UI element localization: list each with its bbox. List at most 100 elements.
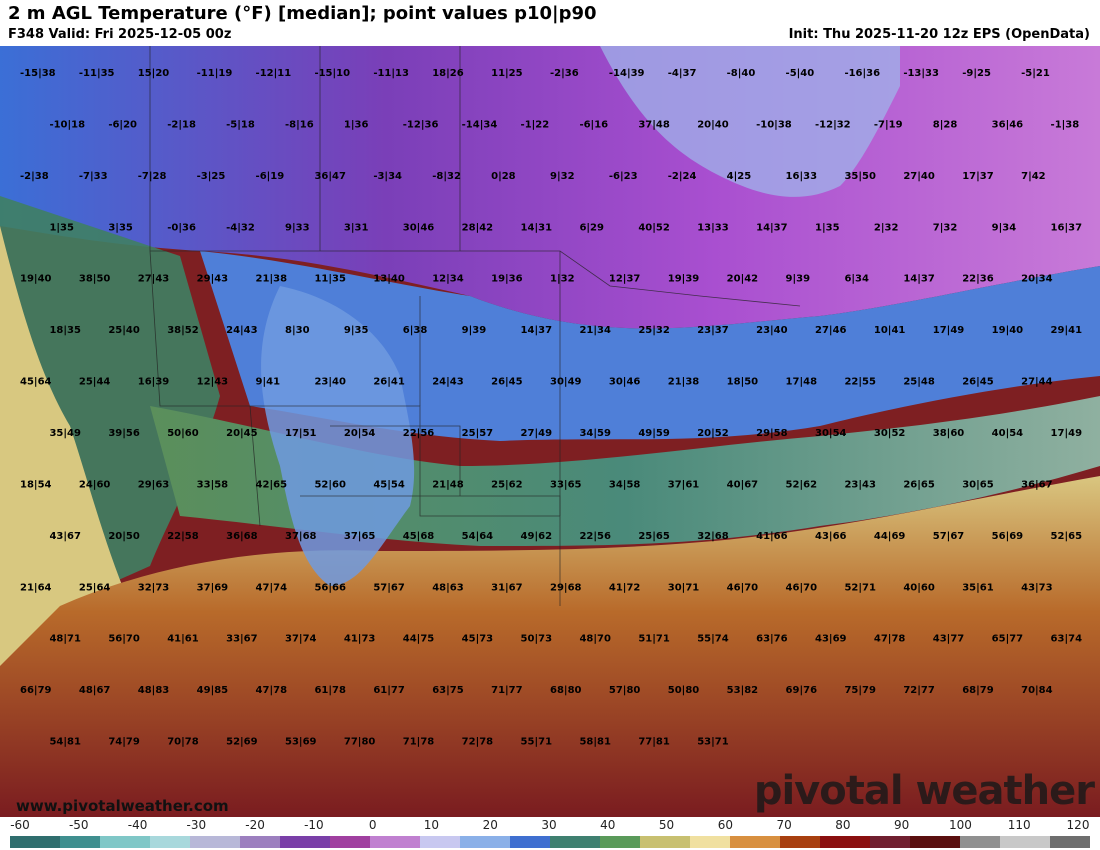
colorbar-tick-label: 100 — [948, 818, 972, 832]
point-value-label: -3|34 — [373, 171, 402, 182]
colorbar-swatch — [690, 836, 701, 848]
point-value-label: 38|50 — [79, 274, 111, 285]
point-value-label: 54|64 — [462, 531, 494, 542]
colorbar-swatch — [780, 836, 791, 848]
colorbar-swatch — [320, 836, 331, 848]
point-value-label: 20|42 — [727, 274, 759, 285]
point-value-label: 43|66 — [815, 531, 847, 542]
point-value-label: 0|28 — [491, 171, 516, 182]
point-value-label: 30|46 — [609, 377, 641, 388]
point-value-label: 17|49 — [1051, 428, 1083, 439]
colorbar-swatch — [520, 836, 531, 848]
point-value-label: 16|37 — [1051, 222, 1083, 233]
point-value-label: 1|32 — [550, 274, 575, 285]
hudson-bay-region — [600, 46, 900, 197]
point-value-label: -2|36 — [550, 68, 579, 79]
political-boundaries — [149, 46, 801, 606]
point-value-label: 14|37 — [756, 222, 788, 233]
point-value-label: 48|83 — [138, 685, 170, 696]
colorbar-tick-label: -10 — [304, 818, 324, 832]
point-value-label: -11|35 — [79, 68, 115, 79]
colorbar-swatch — [400, 836, 411, 848]
point-value-label: 42|65 — [256, 479, 288, 490]
point-value-label: 3|35 — [108, 222, 133, 233]
colorbar-swatch — [90, 836, 101, 848]
point-value-label: 38|60 — [933, 428, 965, 439]
point-value-label: 21|34 — [579, 325, 611, 336]
point-value-label: 1|36 — [344, 119, 369, 130]
colorbar-swatch — [390, 836, 401, 848]
point-value-label: 17|37 — [962, 171, 994, 182]
point-value-label: 22|56 — [579, 531, 611, 542]
point-value-label: 7|32 — [933, 222, 958, 233]
point-value-label: 2|32 — [874, 222, 899, 233]
point-value-label: 55|71 — [521, 737, 553, 748]
colorbar-swatch — [820, 836, 831, 848]
colorbar-swatch — [460, 836, 471, 848]
point-value-label: 63|74 — [1051, 634, 1083, 645]
point-value-label: -2|18 — [167, 119, 196, 130]
point-value-label: 52|65 — [1051, 531, 1083, 542]
colorbar-swatch — [770, 836, 781, 848]
point-value-label: 21|48 — [432, 479, 464, 490]
colorbar-tick-label: -50 — [68, 818, 89, 832]
colorbar-tick-label: 10 — [423, 818, 440, 832]
point-value-label: 25|57 — [462, 428, 494, 439]
point-value-label: 4|25 — [727, 171, 752, 182]
point-value-label: 29|58 — [756, 428, 788, 439]
colorbar-swatch — [160, 836, 171, 848]
point-value-label: 61|78 — [314, 685, 346, 696]
point-value-label: 35|50 — [844, 171, 876, 182]
point-value-label: -11|19 — [197, 68, 233, 79]
colorbar-swatch — [340, 836, 351, 848]
point-value-label: 34|58 — [609, 479, 641, 490]
colorbar-swatch — [930, 836, 941, 848]
colorbar-swatch — [1060, 836, 1071, 848]
point-value-label: 28|42 — [462, 222, 494, 233]
point-value-label: 25|64 — [79, 582, 111, 593]
point-value-label: -5|40 — [786, 68, 815, 79]
point-value-label: 9|39 — [786, 274, 811, 285]
point-value-label: 7|42 — [1021, 171, 1046, 182]
colorbar-swatch — [840, 836, 851, 848]
point-value-label: 40|54 — [992, 428, 1024, 439]
colorbar-swatch — [220, 836, 231, 848]
point-value-label: 37|65 — [344, 531, 376, 542]
point-value-label: 20|50 — [108, 531, 140, 542]
colorbar-swatch — [1070, 836, 1081, 848]
colorbar-swatch — [650, 836, 661, 848]
point-value-label: 12|34 — [432, 274, 464, 285]
colorbar-swatch — [890, 836, 901, 848]
point-value-label: 6|38 — [403, 325, 428, 336]
point-value-label: -10|18 — [49, 119, 85, 130]
colorbar-swatch — [790, 836, 801, 848]
point-value-label: 37|68 — [285, 531, 317, 542]
point-value-label: 63|76 — [756, 634, 788, 645]
point-value-label: 9|35 — [344, 325, 369, 336]
point-value-label: 58|81 — [579, 737, 611, 748]
point-value-label: -2|38 — [20, 171, 49, 182]
colorbar-swatch — [1020, 836, 1031, 848]
colorbar-swatch — [290, 836, 301, 848]
point-value-label: 9|33 — [285, 222, 310, 233]
point-value-label: 56|69 — [992, 531, 1024, 542]
point-value-label: 26|65 — [903, 479, 935, 490]
colorbar-swatch — [230, 836, 241, 848]
point-value-label: -6|16 — [579, 119, 608, 130]
point-value-label: 45|73 — [462, 634, 494, 645]
colorbar-swatch — [880, 836, 891, 848]
valid-time: F348 Valid: Fri 2025-12-05 00z — [8, 27, 232, 42]
point-value-label: -6|19 — [256, 171, 285, 182]
point-value-label: 12|37 — [609, 274, 641, 285]
point-value-label: 36|67 — [1021, 479, 1053, 490]
point-value-label: 48|63 — [432, 582, 464, 593]
point-value-label: -7|19 — [874, 119, 903, 130]
point-value-label: 53|82 — [727, 685, 759, 696]
colorbar-swatch — [660, 836, 671, 848]
colorbar-tick-label: 30 — [541, 818, 557, 832]
point-value-label: 49|62 — [521, 531, 553, 542]
point-value-label: 8|30 — [285, 325, 310, 336]
point-value-label: 18|50 — [727, 377, 759, 388]
colorbar-swatch — [990, 836, 1001, 848]
point-value-label: -9|25 — [962, 68, 991, 79]
